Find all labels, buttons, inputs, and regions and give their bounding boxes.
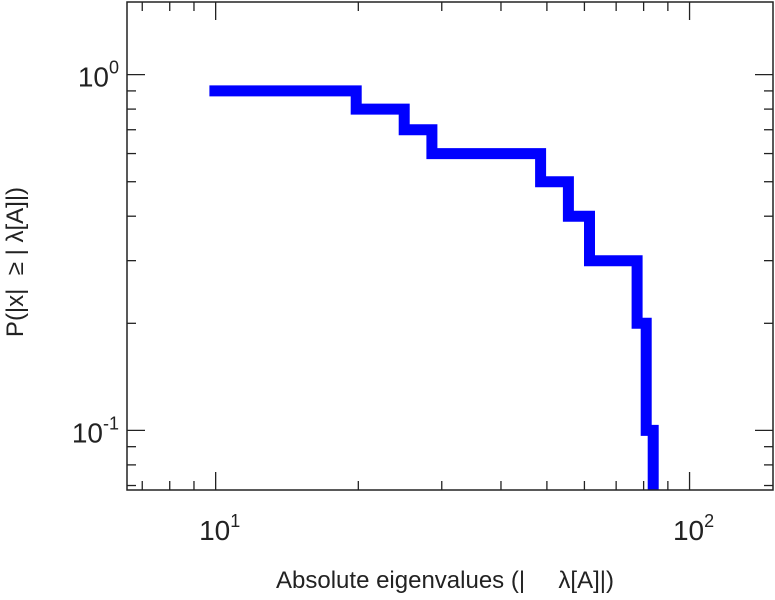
series-0-step-line [209,85,659,490]
x-tick-label-1: 102 [673,511,714,546]
y-tick-label-1-exponent: -1 [103,413,119,433]
x-axis-label: Absolute eigenvalues (| λ[A]|) [276,567,614,594]
y-tick-label-0-exponent: 0 [109,58,119,78]
y-tick-label-0: 100 [78,58,119,93]
y-tick-label-0-base: 10 [78,62,109,93]
plot-layer [209,85,659,490]
y-tick-label-1: 10-1 [72,413,119,448]
x-tick-label-0: 101 [199,511,240,546]
x-tick-label-1-base: 10 [673,515,704,546]
y-tick-label-1-base: 10 [72,417,103,448]
plot-frame [126,1,774,491]
x-tick-label-0-exponent: 1 [230,511,240,531]
y-axis-label: P(|x| ≥ | λ[A]|) [2,187,29,337]
x-tick-label-1-exponent: 2 [704,511,714,531]
x-tick-label-0-base: 10 [199,515,230,546]
tick-layer [127,2,773,490]
